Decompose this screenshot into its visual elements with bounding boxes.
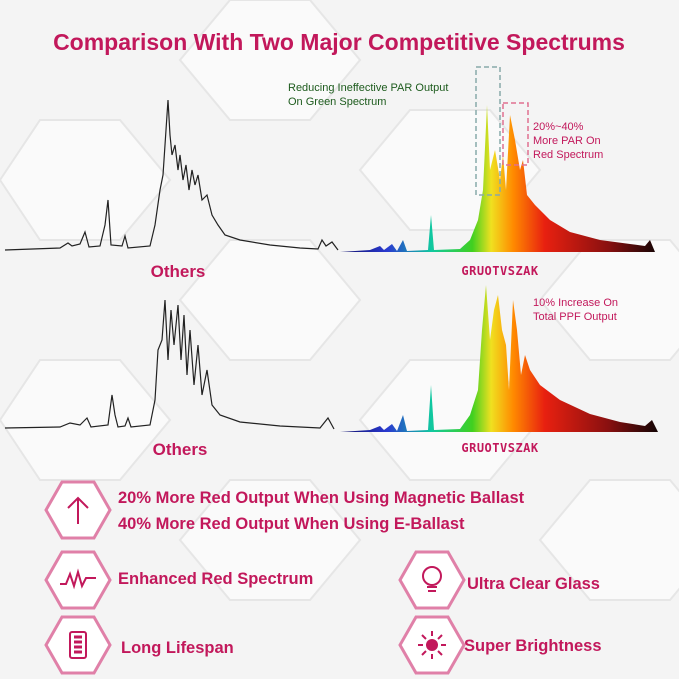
others-spectrum <box>4 299 335 430</box>
feature-text: Ultra Clear Glass <box>467 575 600 593</box>
feature-text: Super Brightness <box>464 637 602 655</box>
annotation: Total PPF Output <box>533 311 617 323</box>
feature-text: 40% More Red Output When Using E-Ballast <box>118 515 465 533</box>
annotation: On Green Spectrum <box>288 96 386 108</box>
annotation: Reducing Ineffective PAR Output <box>288 82 448 94</box>
annotation: More PAR On <box>533 135 601 147</box>
comparison: Reducing Ineffective PAR Output On Green… <box>4 66 655 281</box>
brand-label: GRUOTVSZAK <box>461 441 539 455</box>
feature-icon <box>398 550 466 610</box>
brand-spectrum <box>340 285 658 432</box>
bulb-base <box>427 586 437 592</box>
brand-label: GRUOTVSZAK <box>461 264 539 278</box>
feature-text: Enhanced Red Spectrum <box>118 570 313 588</box>
annotation: 10% Increase On <box>533 297 618 309</box>
others-spectrum <box>4 99 339 251</box>
feature-icon <box>44 615 112 675</box>
battery-glyph <box>69 631 87 659</box>
feature: Long Lifespan <box>44 615 234 675</box>
feature-text: 20% More Red Output When Using Magnetic … <box>118 489 525 507</box>
battery-bars <box>74 635 82 654</box>
sun-rays <box>418 631 446 659</box>
others-label: Others <box>151 262 206 281</box>
sun-glyph <box>426 639 438 651</box>
feature-icon <box>44 550 112 610</box>
background-hexagons <box>0 0 679 601</box>
annotation: 20%~40% <box>533 121 584 133</box>
brand-spectrum <box>340 105 655 252</box>
wave-glyph <box>60 568 96 590</box>
highlight-box <box>475 66 501 196</box>
arrow-glyph <box>67 496 89 524</box>
feature: Ultra Clear Glass <box>398 550 600 610</box>
bulb-glyph <box>422 566 442 586</box>
title: Comparison With Two Major Competitive Sp… <box>53 29 625 55</box>
others-label: Others <box>153 440 208 459</box>
feature-text: Long Lifespan <box>121 639 234 657</box>
feature: Enhanced Red Spectrum <box>44 550 313 610</box>
feature: 20% More Red Output When Using Magnetic … <box>44 480 525 540</box>
feature: Super Brightness <box>398 615 602 675</box>
comparison: 10% Increase On Total PPF Output Others … <box>4 285 658 459</box>
annotation: Red Spectrum <box>533 149 603 161</box>
highlight-box <box>502 102 529 166</box>
